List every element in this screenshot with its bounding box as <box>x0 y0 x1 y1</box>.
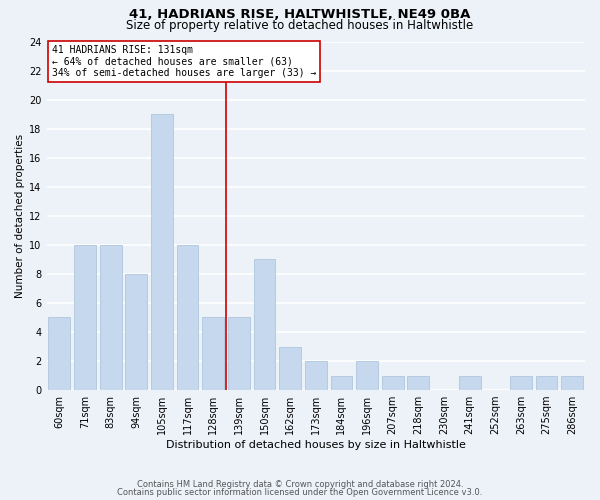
Bar <box>151 114 173 390</box>
Bar <box>228 318 250 390</box>
Bar <box>407 376 429 390</box>
Bar <box>125 274 147 390</box>
Bar <box>279 346 301 390</box>
Text: 41 HADRIANS RISE: 131sqm
← 64% of detached houses are smaller (63)
34% of semi-d: 41 HADRIANS RISE: 131sqm ← 64% of detach… <box>52 45 316 78</box>
Bar <box>305 361 326 390</box>
Bar <box>74 245 96 390</box>
Bar <box>356 361 378 390</box>
X-axis label: Distribution of detached houses by size in Haltwhistle: Distribution of detached houses by size … <box>166 440 466 450</box>
Bar <box>202 318 224 390</box>
Text: 41, HADRIANS RISE, HALTWHISTLE, NE49 0BA: 41, HADRIANS RISE, HALTWHISTLE, NE49 0BA <box>130 8 470 20</box>
Bar <box>382 376 404 390</box>
Bar <box>510 376 532 390</box>
Bar <box>459 376 481 390</box>
Text: Size of property relative to detached houses in Haltwhistle: Size of property relative to detached ho… <box>127 18 473 32</box>
Bar <box>100 245 122 390</box>
Bar <box>561 376 583 390</box>
Bar <box>49 318 70 390</box>
Bar <box>536 376 557 390</box>
Text: Contains public sector information licensed under the Open Government Licence v3: Contains public sector information licen… <box>118 488 482 497</box>
Bar <box>254 260 275 390</box>
Text: Contains HM Land Registry data © Crown copyright and database right 2024.: Contains HM Land Registry data © Crown c… <box>137 480 463 489</box>
Y-axis label: Number of detached properties: Number of detached properties <box>15 134 25 298</box>
Bar <box>331 376 352 390</box>
Bar <box>176 245 199 390</box>
